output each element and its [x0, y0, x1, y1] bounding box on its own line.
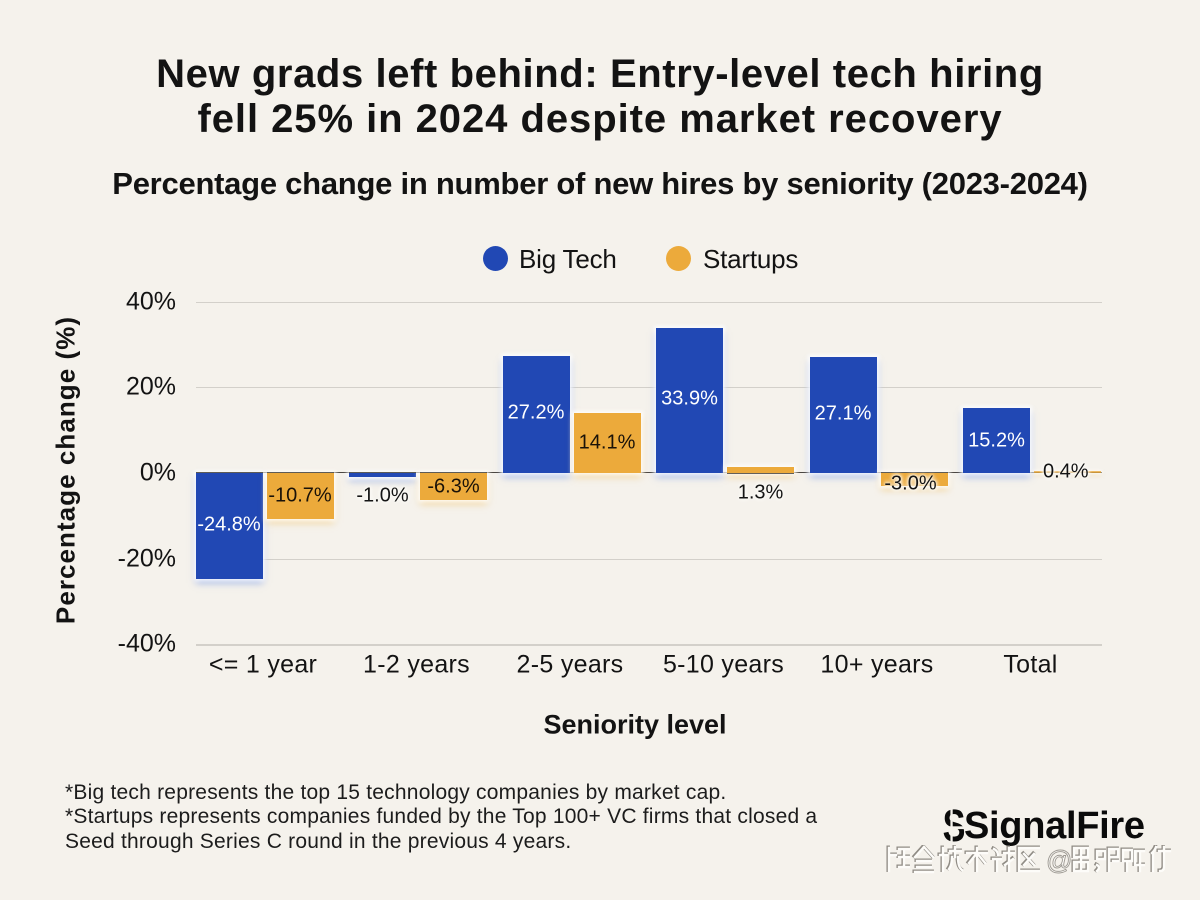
svg-text:@: @ [1046, 845, 1072, 875]
